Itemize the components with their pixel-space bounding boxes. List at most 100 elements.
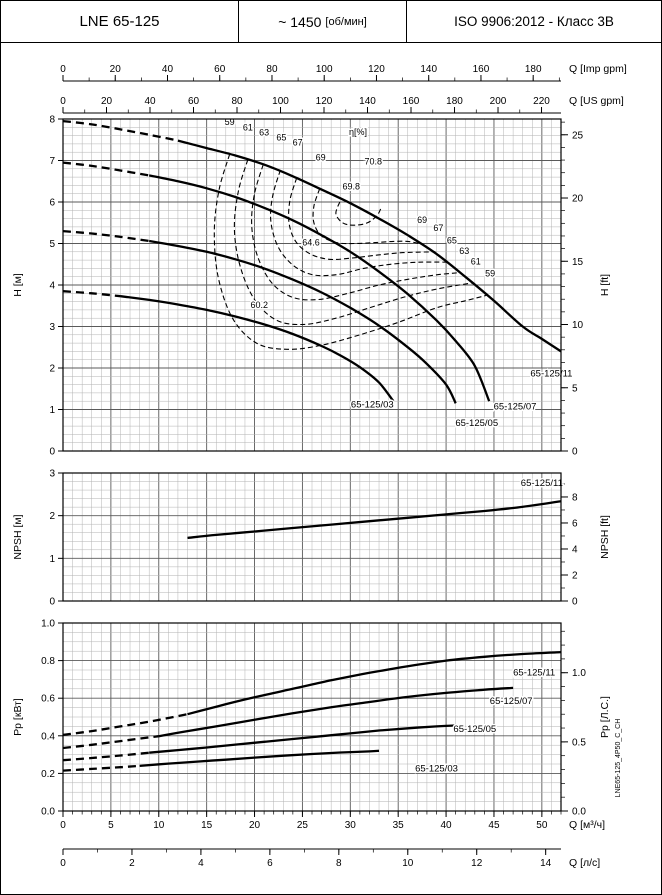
y-tick-label: 15 bbox=[572, 257, 584, 268]
y-tick-label: 0.5 bbox=[572, 737, 586, 748]
x-tick-label: 220 bbox=[533, 96, 550, 107]
y-tick-label: 7 bbox=[49, 156, 55, 167]
y-axis-title-left: Pp [кВт] bbox=[12, 698, 24, 736]
efficiency-contour-67 bbox=[288, 177, 436, 261]
efficiency-contour-65 bbox=[269, 169, 449, 277]
x-axis-title: Q [м³/ч] bbox=[569, 819, 605, 831]
x-tick-label: 100 bbox=[316, 64, 333, 75]
y-tick-label: 2 bbox=[572, 570, 578, 581]
y-tick-label: 0.0 bbox=[41, 807, 55, 818]
curve-label: 65-125/05 bbox=[455, 418, 498, 429]
efficiency-label: 69 bbox=[417, 215, 427, 225]
y-tick-label: 0.0 bbox=[572, 807, 586, 818]
x-tick-label: 45 bbox=[488, 820, 500, 831]
x-tick-label: 140 bbox=[420, 64, 437, 75]
x-tick-label: 160 bbox=[473, 64, 490, 75]
efficiency-label: 64.6 bbox=[302, 238, 320, 248]
y-tick-label: 2 bbox=[49, 511, 55, 522]
curve-65-125/03 bbox=[139, 749, 380, 768]
y-tick-label: 4 bbox=[572, 544, 578, 555]
efficiency-label: 67 bbox=[433, 223, 443, 233]
header: LNE 65-125 ~ 1450 [об/мин] ISO 9906:2012… bbox=[1, 1, 661, 43]
x-tick-label: 25 bbox=[297, 820, 309, 831]
curve-65-125/07 bbox=[148, 174, 491, 402]
x-axis-title: Q [Imp gpm] bbox=[569, 63, 627, 75]
curve-65-125/03 bbox=[120, 295, 395, 402]
x-tick-label: 0 bbox=[60, 858, 66, 869]
y-tick-label: 0.2 bbox=[41, 769, 55, 780]
curve-label: 65-125/11 bbox=[521, 478, 563, 489]
pump-model: LNE 65-125 bbox=[79, 13, 160, 30]
curve-label: 65-125/11 bbox=[530, 368, 572, 379]
y-tick-label: 10 bbox=[572, 320, 584, 331]
curve-label: 65-125/03 bbox=[351, 399, 394, 410]
y-tick-label: 8 bbox=[572, 492, 578, 503]
y-tick-label: 6 bbox=[572, 518, 578, 529]
efficiency-label: 70.8 bbox=[365, 157, 383, 167]
x-tick-label: 0 bbox=[60, 96, 66, 107]
x-tick-label: 100 bbox=[272, 96, 289, 107]
efficiency-label: 65 bbox=[447, 236, 457, 246]
curve-dashed-65-125/05 bbox=[62, 751, 150, 762]
x-tick-label: 60 bbox=[188, 96, 200, 107]
y-tick-label: 0 bbox=[572, 447, 578, 458]
x-tick-label: 5 bbox=[108, 820, 114, 831]
flow-axis-top-1: 0 20 40 60 80 100 120 140 160 180 200 220 Q [US gpm] bbox=[60, 95, 624, 114]
speed-value: ~ 1450 bbox=[278, 13, 322, 30]
y-tick-label: 1.0 bbox=[572, 668, 586, 679]
y-tick-label: 25 bbox=[572, 130, 584, 141]
pump-model-cell: LNE 65-125 bbox=[1, 1, 239, 42]
y-tick-label: 1 bbox=[49, 554, 55, 565]
curve-label: 65-125/05 bbox=[453, 724, 496, 735]
efficiency-label: 69.8 bbox=[342, 182, 360, 192]
y-tick-label: 0 bbox=[49, 447, 55, 458]
plot-border bbox=[62, 472, 562, 602]
y-tick-label: 0 bbox=[49, 597, 55, 608]
x-tick-label: 180 bbox=[446, 96, 463, 107]
y-tick-label: 4 bbox=[49, 281, 55, 292]
flow-axis-top-0: 0 20 40 60 80 100 120 140 160 180 Q [Imp gpm] bbox=[60, 63, 627, 82]
y-axis-title-right: Pp [Л.С.] bbox=[599, 696, 611, 738]
x-tick-label: 120 bbox=[316, 96, 333, 107]
efficiency-label: 67 bbox=[293, 138, 303, 148]
curve-65-125/11 bbox=[177, 139, 562, 353]
y-tick-label: 8 bbox=[49, 115, 55, 126]
x-tick-label: 14 bbox=[540, 858, 552, 869]
efficiency-contour-69 bbox=[312, 188, 420, 245]
y-tick-label: 0.4 bbox=[41, 731, 55, 742]
y-tick-label: 3 bbox=[49, 469, 55, 480]
x-tick-label: 35 bbox=[393, 820, 405, 831]
npsh-chart: 0 1 2 3 NPSH [м] 0 2 4 6 8 NPSH [ft] 65-125/11 bbox=[12, 469, 611, 608]
curve-dashed-65-125/11 bbox=[62, 713, 188, 737]
x-tick-label: 0 bbox=[60, 820, 66, 831]
plot-border bbox=[62, 118, 562, 452]
x-tick-label: 40 bbox=[144, 96, 156, 107]
y-axis-title-left: NPSH [м] bbox=[12, 514, 24, 559]
curve-dashed-65-125/11 bbox=[62, 119, 179, 142]
efficiency-contour-63 bbox=[251, 164, 461, 301]
curve-label: 65-125/07 bbox=[494, 402, 537, 413]
x-tick-label: 15 bbox=[201, 820, 213, 831]
x-tick-label: 0 bbox=[60, 64, 66, 75]
speed-unit: [об/мин] bbox=[325, 15, 367, 28]
x-tick-label: 4 bbox=[198, 858, 204, 869]
efficiency-label: 65 bbox=[276, 133, 286, 143]
flow-axis-bottom-1: 0 2 4 6 8 10 12 14 Q [л/с] bbox=[60, 848, 600, 869]
y-tick-label: 0.6 bbox=[41, 694, 55, 705]
curve-label: 65-125/11 bbox=[513, 668, 555, 679]
y-tick-label: 2 bbox=[49, 364, 55, 375]
x-tick-label: 200 bbox=[490, 96, 507, 107]
x-axis-title: Q [л/с] bbox=[569, 857, 600, 869]
efficiency-contour-69.8 bbox=[335, 201, 382, 226]
drawing-code: LNE65-125_4P50_C_CH bbox=[615, 719, 622, 798]
curve-65-125/11 bbox=[187, 650, 562, 716]
efficiency-label: 61 bbox=[243, 123, 253, 133]
efficiency-contour-61 bbox=[233, 159, 473, 326]
curve-dashed-65-125/05 bbox=[62, 229, 150, 243]
y-tick-label: 20 bbox=[572, 194, 584, 205]
curve-dashed-65-125/07 bbox=[62, 735, 159, 750]
x-tick-label: 10 bbox=[153, 820, 165, 831]
